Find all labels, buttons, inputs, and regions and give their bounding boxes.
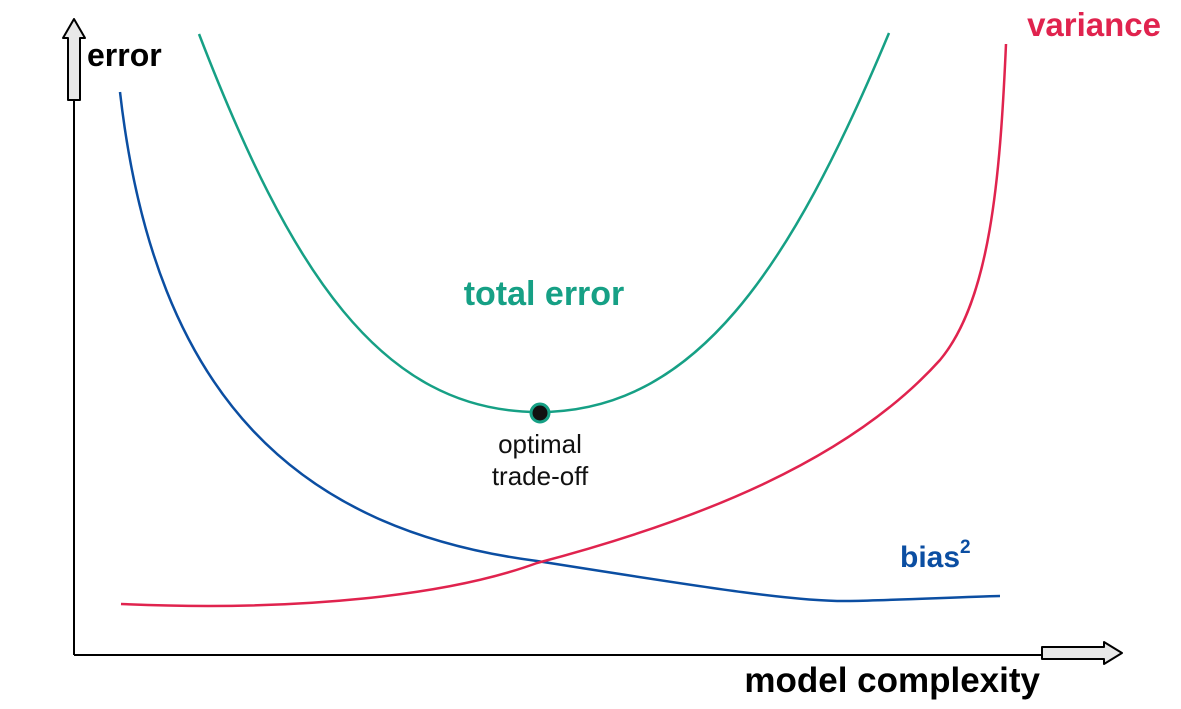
optimal-label-line2: trade-off (492, 461, 589, 491)
bias-label-base: bias (900, 541, 960, 574)
x-axis-arrow (1041, 641, 1123, 665)
y-axis-label: error (87, 37, 162, 73)
variance-label: variance (1027, 6, 1161, 43)
optimal-point-marker (529, 402, 551, 424)
total-error-curve (197, 32, 891, 414)
optimal-label-line1: optimal (498, 429, 582, 459)
variance-curve (120, 43, 1008, 608)
axes (62, 18, 1123, 665)
bias-squared-curve (118, 91, 1001, 603)
x-axis-label: model complexity (744, 661, 1040, 700)
bias-label-superscript: 2 (960, 537, 971, 558)
y-axis-arrow (62, 18, 86, 101)
total-error-label: total error (464, 275, 625, 313)
bias-squared-label: bias2 (900, 537, 971, 574)
